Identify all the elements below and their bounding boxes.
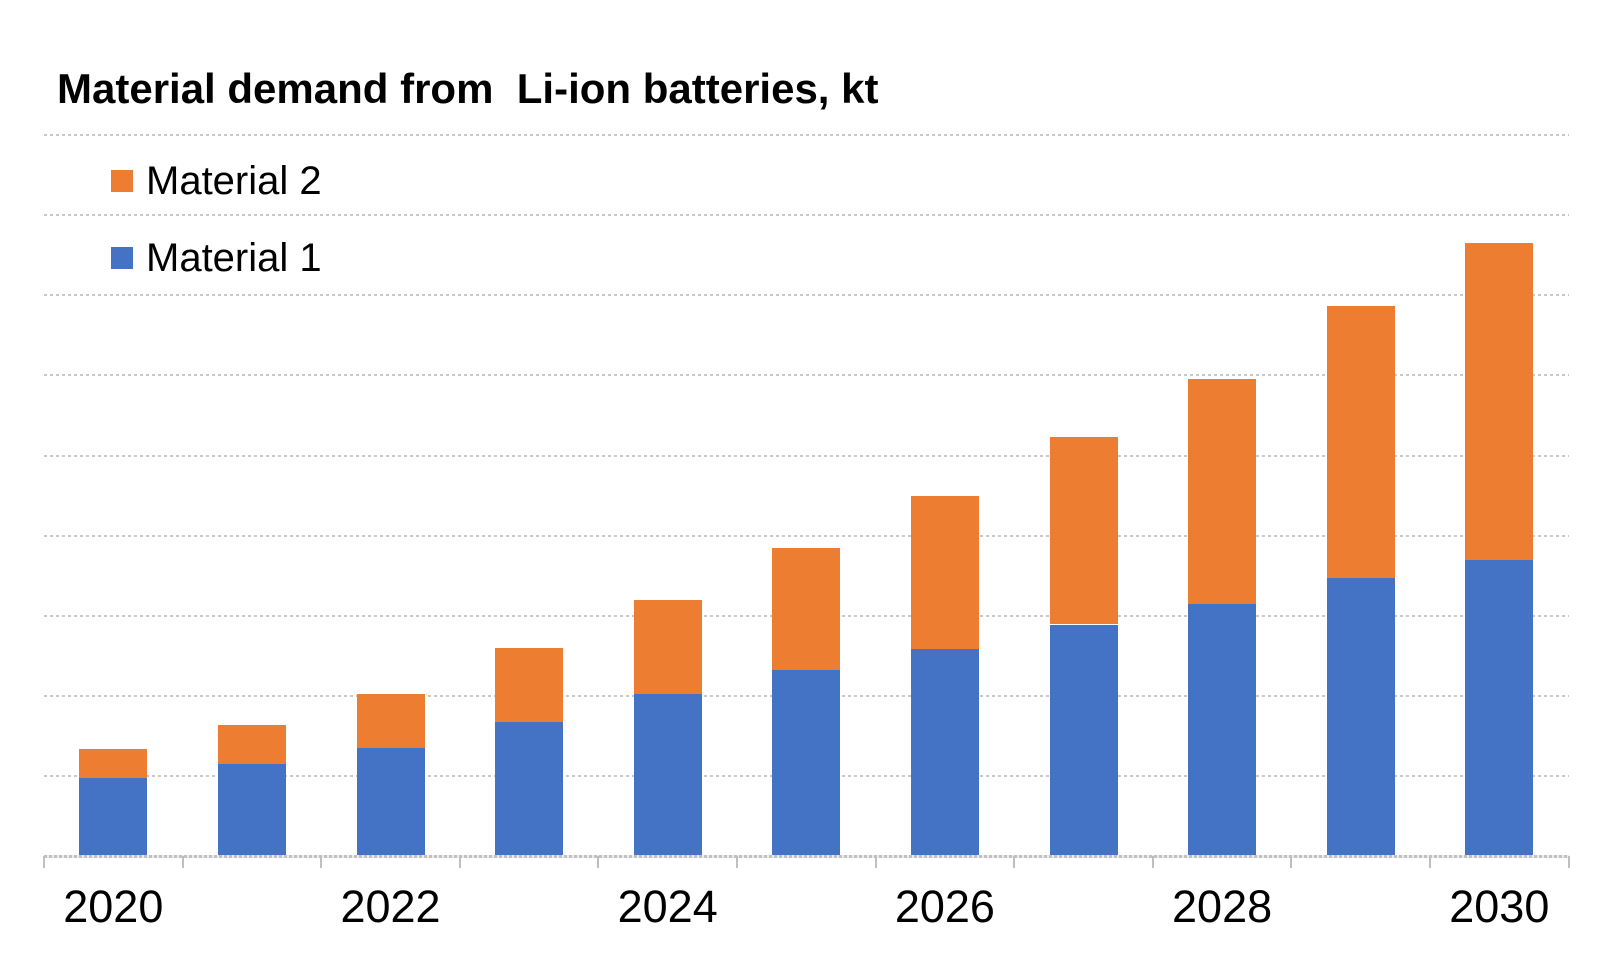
bar-2026-material-1 (910, 648, 979, 856)
bar-2021-material-1 (217, 763, 286, 856)
bar-2030-material-2 (1465, 243, 1534, 560)
x-axis-label-2026: 2026 (894, 881, 995, 932)
legend-item-material-1: Material 1 (111, 238, 322, 278)
x-axis-line (44, 855, 1569, 858)
legend-swatch-material-2-icon (111, 170, 133, 192)
x-axis-tick (1567, 856, 1570, 868)
bar-2027-material-2 (1049, 437, 1118, 625)
gridline (44, 374, 1569, 377)
x-axis-tick (181, 856, 184, 868)
bar-2030-material-1 (1465, 559, 1534, 856)
legend-item-material-2: Material 2 (111, 161, 322, 201)
bar-2029-material-2 (1326, 305, 1395, 579)
bar-2023-material-2 (495, 647, 564, 723)
x-axis-tick (1151, 856, 1154, 868)
bar-2028-material-1 (1188, 603, 1257, 856)
gridline (44, 214, 1569, 217)
bar-2028-material-2 (1188, 379, 1257, 604)
x-axis-tick (736, 856, 738, 868)
x-axis-label-2020: 2020 (63, 881, 164, 932)
chart-title: Material demand from Li-ion batteries, k… (57, 65, 879, 112)
x-axis-label-2022: 2022 (340, 881, 441, 932)
bar-2025-material-1 (772, 670, 841, 856)
x-axis-label-2030: 2030 (1449, 881, 1550, 932)
x-axis-tick (874, 856, 877, 868)
bar-2023-material-1 (495, 722, 564, 856)
x-axis-tick (43, 856, 45, 868)
bar-2022-material-2 (356, 694, 425, 748)
x-axis-tick (458, 856, 461, 868)
gridline (44, 454, 1569, 457)
legend-swatch-material-1-icon (111, 247, 133, 269)
x-axis-tick (597, 856, 600, 868)
x-axis-tick (1290, 856, 1293, 868)
x-axis-tick (320, 856, 323, 868)
legend-label-material-1: Material 1 (146, 236, 322, 280)
legend: Material 2 Material 1 (111, 161, 322, 315)
bar-2029-material-1 (1326, 578, 1395, 856)
bar-2022-material-1 (356, 747, 425, 856)
gridline (44, 134, 1569, 137)
bar-2026-material-2 (910, 496, 979, 649)
bar-2024-material-1 (633, 694, 702, 856)
bar-2021-material-2 (217, 724, 286, 764)
bar-2027-material-1 (1049, 624, 1118, 856)
gridline (44, 294, 1569, 297)
bar-2020-material-2 (79, 748, 148, 779)
x-axis-label-2024: 2024 (617, 881, 718, 932)
x-axis-tick (1429, 856, 1431, 868)
bar-2020-material-1 (79, 778, 148, 856)
gridline (44, 534, 1569, 537)
bar-2024-material-2 (633, 599, 702, 695)
x-axis-tick (1013, 856, 1016, 868)
legend-label-material-2: Material 2 (146, 159, 322, 203)
x-axis-label-2028: 2028 (1172, 881, 1273, 932)
bar-2025-material-2 (772, 548, 841, 671)
